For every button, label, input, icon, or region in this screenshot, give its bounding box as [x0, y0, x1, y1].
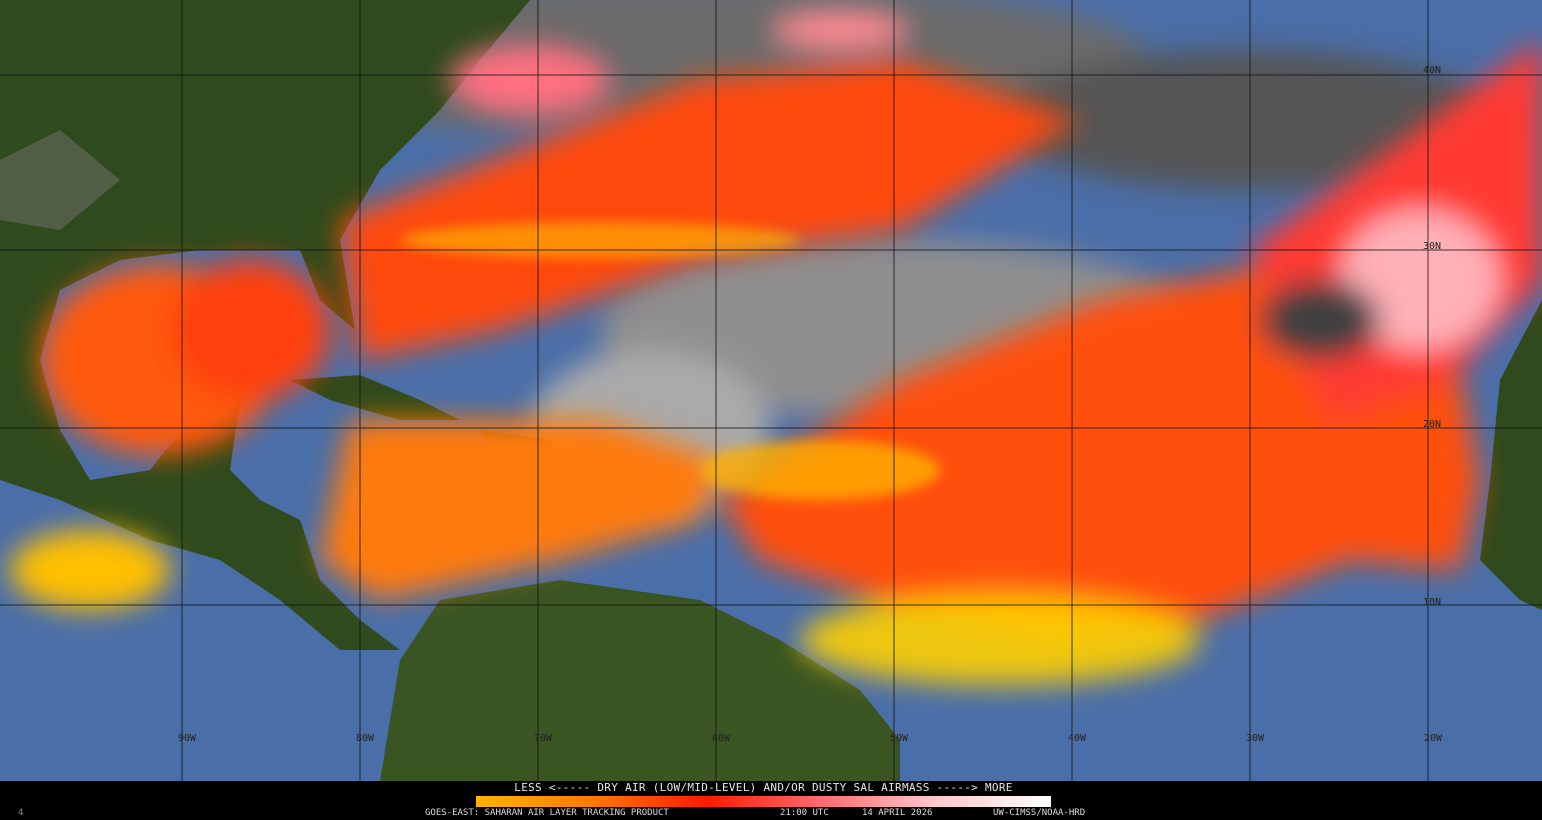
footer-product-name: GOES-EAST: SAHARAN AIR LAYER TRACKING PR…: [425, 808, 669, 818]
lon-label-50w: 50W: [890, 733, 909, 744]
lon-label-60w: 60W: [712, 733, 731, 744]
lon-label-20w: 20W: [1424, 733, 1443, 744]
sal-edge-yellow: [400, 222, 940, 500]
legend-title: LESS <----- DRY AIR (LOW/MID-LEVEL) AND/…: [514, 781, 1013, 794]
footer-time: 21:00 UTC: [780, 808, 829, 818]
lat-label-10n: 10N: [1423, 597, 1442, 608]
product-footer: 4 GOES-EAST: SAHARAN AIR LAYER TRACKING …: [0, 808, 1542, 820]
lon-label-40w: 40W: [1068, 733, 1087, 744]
lon-label-80w: 80W: [356, 733, 375, 744]
land-masses: [0, 0, 1542, 781]
lon-label-30w: 30W: [1246, 733, 1265, 744]
lat-label-30n: 30N: [1423, 241, 1442, 252]
footer-date: 14 APRIL 2026: [862, 808, 933, 818]
legend-color-bar: [476, 796, 1051, 807]
footer-credit: UW-CIMSS/NOAA-HRD: [993, 808, 1086, 818]
lat-label-20n: 20N: [1423, 419, 1442, 430]
lat-lon-grid: [0, 0, 1542, 781]
sal-satellite-image: [0, 0, 1542, 781]
lat-label-40n: 40N: [1423, 65, 1442, 76]
lon-label-70w: 70W: [534, 733, 553, 744]
sal-dry-air-layer: [10, 10, 1542, 685]
lon-label-90w: 90W: [178, 733, 197, 744]
corner-mark: 4: [18, 808, 24, 818]
